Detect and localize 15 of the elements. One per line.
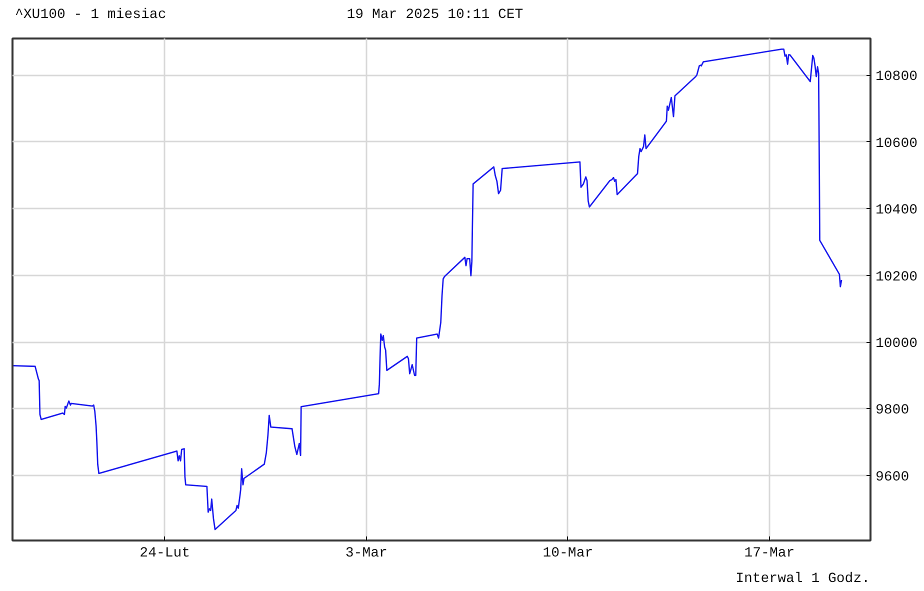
- line-series: [12, 48, 842, 530]
- y-tick-label: 10200: [876, 269, 918, 286]
- y-tick-label: 9600: [876, 469, 910, 486]
- x-tick-label: 3-Mar: [345, 546, 388, 562]
- text: Interwal 1 Godz.: [734, 570, 870, 589]
- y-tick-label: 10800: [876, 69, 918, 86]
- y-tick-label: 10000: [876, 336, 918, 352]
- x-tick-label: 10-Mar: [542, 546, 594, 562]
- y-tick-label: 10400: [876, 202, 918, 219]
- y-tick-label: 10600: [876, 136, 918, 152]
- y-tick-label: 9800: [876, 402, 910, 419]
- x-tick-label: 17-Mar: [744, 546, 795, 562]
- x-tick-label: 24-Lut: [140, 546, 190, 562]
- chart-title: ^XU100 - 1 miesiac: [15, 6, 166, 25]
- chart-subtitle: 19 Mar 2025 10:11 CET: [346, 7, 524, 23]
